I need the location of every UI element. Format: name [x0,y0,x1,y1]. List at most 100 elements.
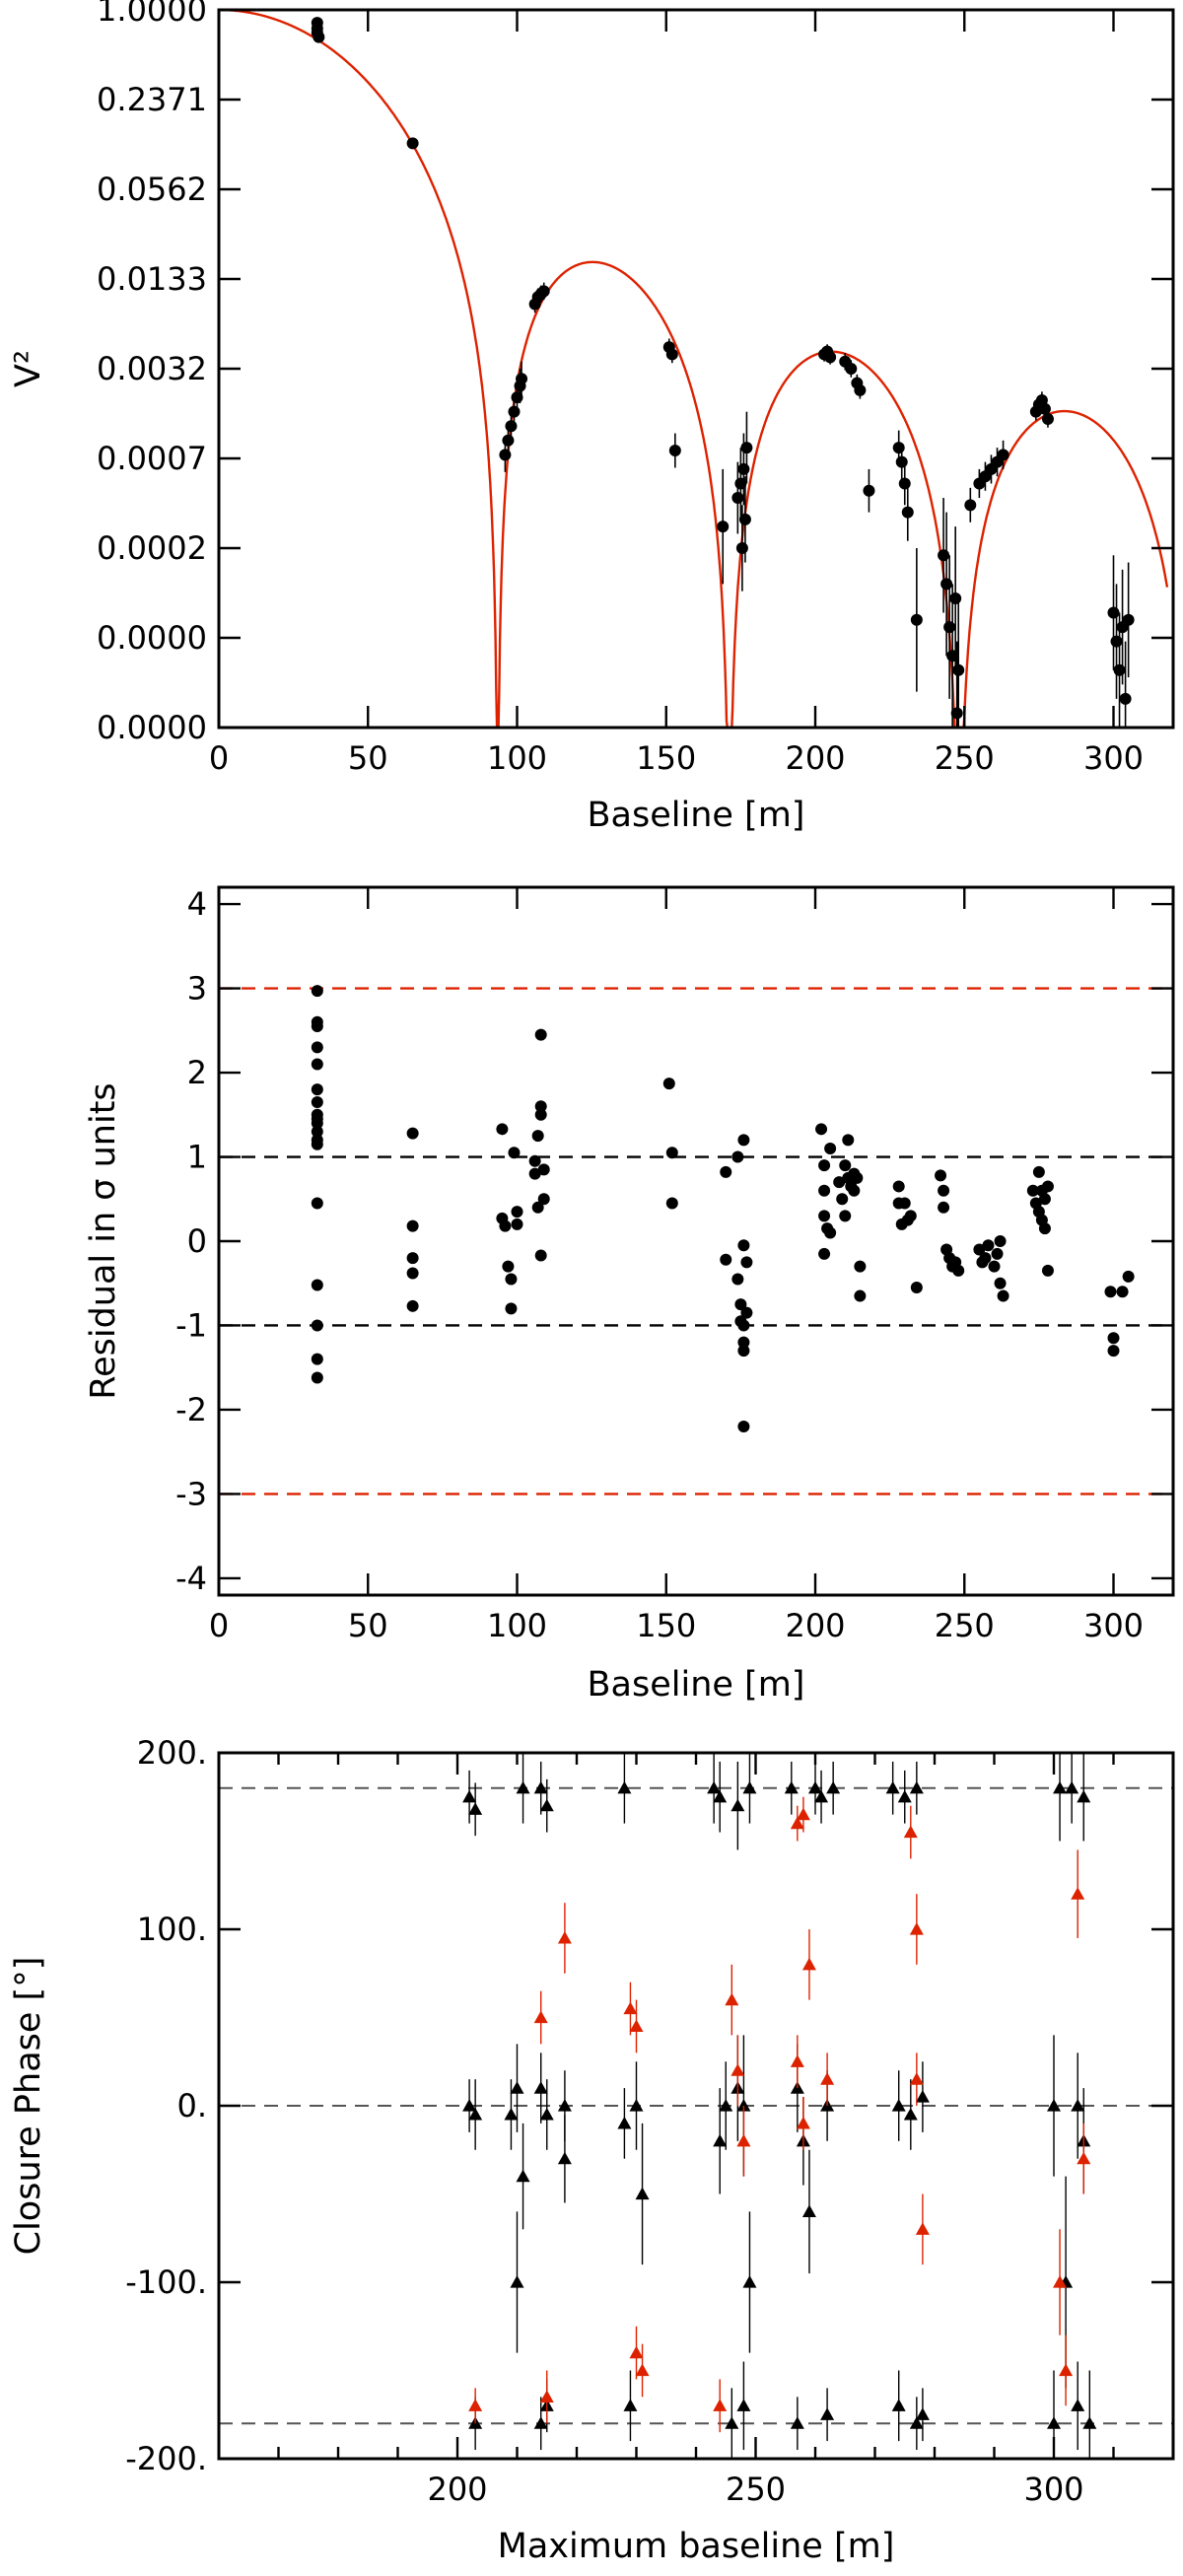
residual-point [534,1028,547,1041]
residual-point [508,1147,521,1159]
closure-red-point [635,2363,650,2377]
residual-point [311,1020,323,1033]
res-xlabel: Baseline [m] [588,1665,805,1705]
residual-point [499,1219,512,1232]
v2-point [854,383,867,396]
residual-point [910,1282,923,1294]
v2-xtick-label: 300 [1083,739,1144,777]
v2-point [537,285,550,298]
v2-point [668,444,681,456]
v2-point [964,499,977,512]
residual-point [406,1267,419,1280]
residual-point [406,1219,419,1232]
closure-red-point [1077,2151,1091,2165]
res-xtick-label: 250 [935,1607,995,1644]
v2-ytick-label: 0.0002 [97,529,207,567]
residual-point [1104,1286,1117,1298]
residual-point [311,1083,323,1096]
v2-point [895,455,908,468]
v2-point [940,578,953,591]
residual-plot: 0 50 100 150 200 250 300 Baseline [m] -4 -3 -2 -1 0 1… [84,885,1175,1705]
cp-ytick-label: 100. [137,1911,207,1948]
residual-point [979,1252,992,1265]
v2-point [1107,606,1120,619]
v2-point [665,348,678,361]
residual-point [854,1260,867,1273]
residual-point [1038,1193,1051,1206]
residual-point [311,1095,323,1108]
closure-red-point [713,2399,728,2411]
v2-point [824,351,837,364]
v2-point [737,462,750,475]
closure-black-point [897,1789,912,1803]
cp-ylabel: Closure Phase [°] [9,1957,48,2256]
v2-point [516,373,528,385]
residual-point [1122,1270,1135,1283]
residual-point [994,1235,1007,1247]
closure-red-point [1059,2363,1074,2377]
residual-point [505,1273,518,1286]
residual-point [935,1169,947,1182]
closure-red-point [736,2133,751,2147]
v2-point [499,449,512,461]
closure-black-point [533,2416,548,2429]
v2-ytick-label: 0.2371 [97,81,207,118]
closure-red-point [725,1992,739,2006]
residual-point [1041,1264,1054,1277]
v2-ytick-label: 1.0000 [97,0,207,29]
residual-point [991,1247,1004,1260]
closure-black-point [736,2399,751,2411]
v2-point [502,434,515,447]
residual-point [988,1260,1001,1273]
closure-red-point [915,2222,930,2235]
closure-red-point [623,2001,638,2015]
residual-point [842,1134,855,1147]
v2-point [731,492,744,505]
residual-point [1116,1286,1129,1298]
v2-point [505,420,518,433]
closure-black-point [1053,1780,1068,1794]
closure-black-point [468,1802,483,1815]
closure-black-point [462,1789,477,1803]
res-frame [217,885,1175,1597]
cp-xlabel: Maximum baseline [m] [498,2527,895,2566]
v2-point [735,542,748,554]
residual-point [848,1184,861,1197]
closure-black-point [903,2107,918,2121]
residual-point [740,1306,753,1319]
v2-ylabel: V² [9,350,48,387]
v2-xtick-label: 50 [348,739,388,777]
closure-red-point [1053,2275,1068,2288]
closure-red-point [629,2345,644,2359]
residual-point [534,1249,547,1262]
closure-black-point [826,1780,841,1794]
v2-point [949,592,962,604]
residual-point [818,1210,831,1222]
v2-point [845,363,858,375]
closure-black-point [707,1780,722,1794]
v2-point [863,484,875,497]
closure-red-point [820,2072,835,2085]
closure-black-point [820,2407,835,2420]
closure-black-point [909,2416,924,2429]
residual-point [854,1289,867,1302]
residual-point [1041,1180,1054,1193]
closure-black-point [784,1780,799,1794]
closure-phase-plot: 200 250 300 Maximum baseline [m] -200. -100. 0… [9,1734,1175,2566]
residual-point [511,1206,523,1218]
residual-point [534,1100,547,1113]
residual-point [311,1197,323,1210]
closure-black-point [713,1789,728,1803]
residual-point [904,1210,917,1222]
residual-point [737,1345,750,1358]
closure-black-point [510,2275,524,2288]
closure-black-point [814,1789,829,1803]
residual-point [496,1123,509,1136]
v2-point [1110,635,1123,648]
residual-point [311,1117,323,1130]
closure-black-point [1077,1789,1091,1803]
residual-point [537,1193,550,1206]
closure-black-point [808,1780,822,1794]
residual-point [839,1159,852,1172]
v2-point [738,513,751,525]
